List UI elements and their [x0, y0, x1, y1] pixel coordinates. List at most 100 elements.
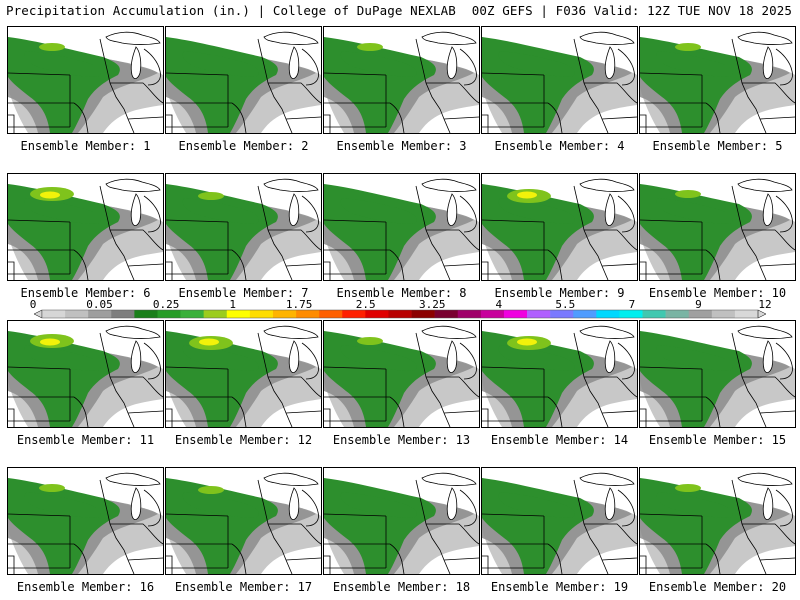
- ensemble-panel-5: Ensemble Member: 5: [639, 26, 796, 153]
- member-label: Ensemble Member: 18: [332, 580, 471, 594]
- ensemble-panel-9: Ensemble Member: 9: [481, 173, 638, 300]
- member-label: Ensemble Member: 14: [490, 433, 629, 447]
- legend-tick-label: 12: [758, 298, 772, 311]
- legend-tick-label: 7: [628, 298, 636, 311]
- legend-tick-label: 0: [29, 298, 37, 311]
- ensemble-panel-17: Ensemble Member: 17: [165, 467, 322, 594]
- member-label: Ensemble Member: 16: [16, 580, 155, 594]
- ensemble-panel-11: Ensemble Member: 11: [7, 320, 164, 447]
- color-bar-segment: [342, 310, 366, 318]
- member-label: Ensemble Member: 1: [20, 139, 151, 153]
- legend-tick-label: 2.5: [355, 298, 376, 311]
- precip-map: [7, 320, 164, 428]
- legend-tick-label: 0.25: [152, 298, 180, 311]
- precip-map: [481, 320, 638, 428]
- color-bar-segment: [111, 310, 135, 318]
- legend-tick-label: 4: [495, 298, 503, 311]
- member-label: Ensemble Member: 7: [178, 286, 309, 300]
- precip-map: [7, 26, 164, 134]
- precip-map: [639, 173, 796, 281]
- member-label: Ensemble Member: 2: [178, 139, 309, 153]
- color-bar-segment: [411, 310, 435, 318]
- color-bar-segment: [249, 310, 274, 318]
- ensemble-panel-18: Ensemble Member: 18: [323, 467, 480, 594]
- member-label: Ensemble Member: 6: [20, 286, 151, 300]
- ensemble-panel-19: Ensemble Member: 19: [481, 467, 638, 594]
- color-bar-segment: [642, 310, 666, 318]
- color-bar-segment: [619, 310, 643, 318]
- color-bar-segment: [734, 310, 759, 318]
- member-label: Ensemble Member: 4: [494, 139, 625, 153]
- color-bar-segment: [573, 310, 597, 318]
- color-bar-frame: [41, 309, 759, 319]
- ensemble-panel-13: Ensemble Member: 13: [323, 320, 480, 447]
- member-label: Ensemble Member: 13: [332, 433, 471, 447]
- precip-map: [639, 320, 796, 428]
- color-bar-segment: [688, 310, 713, 318]
- precip-map: [323, 173, 480, 281]
- member-label: Ensemble Member: 8: [336, 286, 467, 300]
- precip-map: [323, 320, 480, 428]
- color-bar-segment: [596, 310, 620, 318]
- member-label: Ensemble Member: 11: [16, 433, 155, 447]
- color-bar-segment: [388, 310, 412, 318]
- precip-map: [323, 26, 480, 134]
- color-bar: [33, 309, 767, 319]
- ensemble-panel-2: Ensemble Member: 2: [165, 26, 322, 153]
- color-bar-segment: [296, 310, 320, 318]
- ensemble-panel-14: Ensemble Member: 14: [481, 320, 638, 447]
- color-bar-segment: [527, 310, 551, 318]
- color-bar-segment: [157, 310, 181, 318]
- color-scale-legend: 0 0.05 0.25 1 1.75 2.5 3.25 4 5.5 7 9 12: [0, 298, 800, 320]
- precip-map: [481, 467, 638, 575]
- model-run-info: 00Z GEFS | F036 Valid: 12Z TUE NOV 18 20…: [471, 3, 792, 18]
- precip-map: [165, 26, 322, 134]
- legend-tick-label: 9: [695, 298, 702, 311]
- member-label: Ensemble Member: 19: [490, 580, 629, 594]
- precip-map: [639, 467, 796, 575]
- ensemble-panel-1: Ensemble Member: 1: [7, 26, 164, 153]
- ensemble-panel-7: Ensemble Member: 7: [165, 173, 322, 300]
- color-bar-right-arrow: [757, 309, 767, 319]
- color-bar-segment: [226, 310, 251, 318]
- ensemble-panel-8: Ensemble Member: 8: [323, 173, 480, 300]
- precip-map: [165, 320, 322, 428]
- color-bar-left-arrow: [33, 309, 43, 319]
- color-bar-segment: [319, 310, 343, 318]
- color-bar-segment: [457, 310, 482, 318]
- precip-map: [165, 467, 322, 575]
- color-bar-segment: [550, 310, 574, 318]
- ensemble-panel-16: Ensemble Member: 16: [7, 467, 164, 594]
- member-label: Ensemble Member: 17: [174, 580, 313, 594]
- color-bar-segment: [434, 310, 459, 318]
- color-bar-segment: [180, 310, 204, 318]
- legend-tick-label: 0.05: [86, 298, 113, 311]
- color-bar-segment: [134, 310, 158, 318]
- precip-map: [323, 467, 480, 575]
- legend-tick-label: 1.75: [285, 298, 313, 311]
- ensemble-panel-10: Ensemble Member: 10: [639, 173, 796, 300]
- member-label: Ensemble Member: 5: [652, 139, 783, 153]
- color-bar-segment: [65, 310, 89, 318]
- color-bar-segment: [503, 310, 528, 318]
- legend-tick-label: 5.5: [555, 298, 576, 311]
- color-bar-segment: [711, 310, 736, 318]
- precip-map: [481, 173, 638, 281]
- ensemble-panel-6: Ensemble Member: 6: [7, 173, 164, 300]
- ensemble-panel-20: Ensemble Member: 20: [639, 467, 796, 594]
- member-label: Ensemble Member: 9: [494, 286, 625, 300]
- precip-map: [7, 173, 164, 281]
- member-label: Ensemble Member: 3: [336, 139, 467, 153]
- color-bar-segment: [88, 310, 112, 318]
- color-bar-segment: [665, 310, 690, 318]
- legend-tick-label: 3.25: [419, 298, 446, 311]
- legend-tick-label: 1: [229, 298, 236, 311]
- member-label: Ensemble Member: 10: [648, 286, 787, 300]
- ensemble-panel-3: Ensemble Member: 3: [323, 26, 480, 153]
- chart-title: Precipitation Accumulation (in.) | Colle…: [6, 3, 456, 18]
- precip-map: [165, 173, 322, 281]
- ensemble-panel-4: Ensemble Member: 4: [481, 26, 638, 153]
- ensemble-panel-15: Ensemble Member: 15: [639, 320, 796, 447]
- precip-map: [7, 467, 164, 575]
- color-bar-segment: [203, 310, 228, 318]
